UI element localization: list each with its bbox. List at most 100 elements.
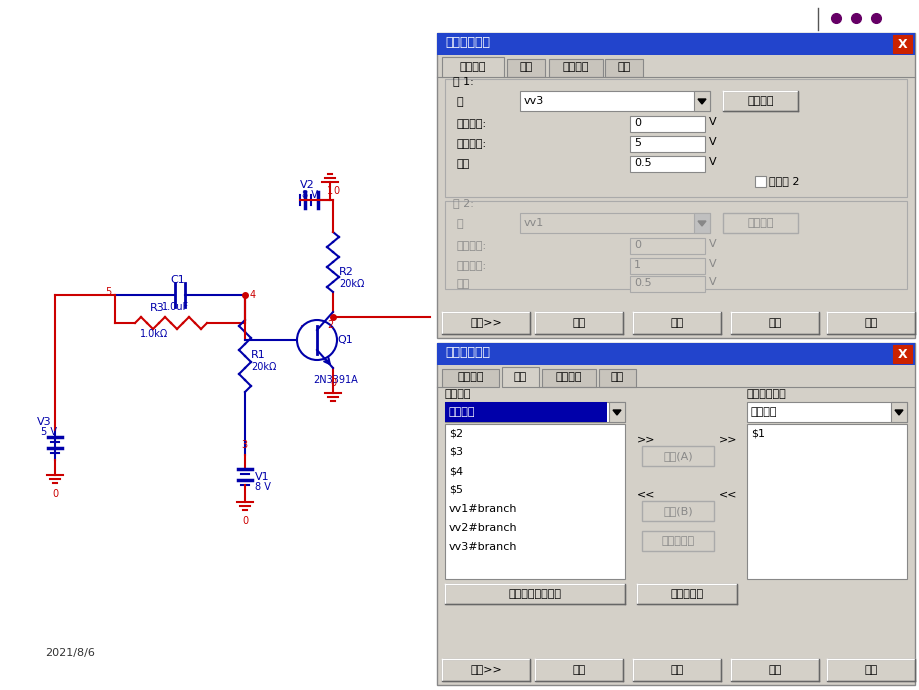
Text: 0: 0 [333,186,339,196]
Text: 0: 0 [330,378,335,388]
Text: 0.5: 0.5 [633,278,651,288]
Bar [441,369,498,387]
Text: 0.5: 0.5 [633,158,651,168]
Text: $4: $4 [448,466,462,476]
Text: >>: >> [719,434,737,444]
Bar [630,238,704,254]
Bar [630,116,704,132]
Text: 0: 0 [633,118,641,128]
Bar [506,59,544,77]
Text: V3: V3 [37,417,51,427]
Bar [641,446,713,466]
Bar [605,59,642,77]
Bar [722,213,797,233]
Text: 源 1:: 源 1: [452,76,473,86]
Text: 直流扫描分析: 直流扫描分析 [445,36,490,49]
Text: $3: $3 [448,447,462,457]
Text: <<: << [719,489,737,499]
Text: 摘要: 摘要 [617,62,630,72]
Text: 20kΩ: 20kΩ [251,362,276,372]
Text: 取消: 取消 [767,665,781,675]
Text: 删除(B): 删除(B) [663,506,692,516]
Text: V1: V1 [255,472,269,482]
Bar [630,258,704,274]
Text: 1: 1 [326,186,333,196]
Text: X: X [897,348,907,360]
Text: 终止数值:: 终止数值: [457,139,486,149]
Text: 3: 3 [241,440,247,450]
Text: 起始数值:: 起始数值: [457,119,486,129]
Bar [641,501,713,521]
Text: R1: R1 [251,350,266,360]
Text: R2: R2 [338,267,354,277]
Text: vv2#branch: vv2#branch [448,523,517,533]
Text: 源: 源 [457,97,463,107]
Text: 1.0uF: 1.0uF [162,302,189,312]
Text: 分析所选变量: 分析所选变量 [746,389,786,399]
Bar [502,367,539,387]
Bar [693,91,709,111]
Text: 直流扫描分析: 直流扫描分析 [445,346,490,359]
Text: 分析选项: 分析选项 [555,372,582,382]
Text: 取消: 取消 [767,318,781,328]
Bar [535,659,622,681]
Text: C1: C1 [170,275,185,285]
Text: 20kΩ: 20kΩ [338,279,364,289]
Bar [519,213,709,233]
Text: 起始数值:: 起始数值: [457,241,486,251]
Polygon shape [612,410,620,415]
Text: vv1#branch: vv1#branch [448,504,517,514]
Bar [445,424,624,579]
Bar [445,402,624,422]
Text: vv3: vv3 [524,96,544,106]
Text: $5: $5 [448,485,462,495]
Text: 分析参数: 分析参数 [460,62,486,72]
Text: 确定: 确定 [670,318,683,328]
Text: 添加(A): 添加(A) [663,451,692,461]
Polygon shape [698,99,705,104]
Text: X: X [897,37,907,50]
Text: 增量: 增量 [457,279,470,289]
Text: $2: $2 [448,428,462,438]
Text: 8 V: 8 V [301,190,318,200]
Bar [549,59,602,77]
Text: vv3#branch: vv3#branch [448,542,517,552]
Text: 输出: 输出 [519,62,532,72]
Bar [441,57,504,77]
Text: 4: 4 [250,290,255,300]
Text: 5: 5 [105,287,111,297]
Polygon shape [698,221,705,226]
Text: 所有变量: 所有变量 [448,407,475,417]
Text: 编辑表达式: 编辑表达式 [661,536,694,546]
Bar [541,369,596,387]
Text: 8 V: 8 V [255,482,270,492]
Bar [445,584,624,604]
Text: V: V [709,259,716,269]
Bar [693,213,709,233]
Bar [535,312,622,334]
Bar [437,343,914,685]
Text: V2: V2 [300,180,314,190]
Bar [892,345,911,363]
Text: 输出: 输出 [514,372,527,382]
Bar [437,343,914,365]
Text: 仿真: 仿真 [572,318,585,328]
Bar [608,402,624,422]
Text: 确定: 确定 [670,665,683,675]
Bar [441,659,529,681]
Text: V: V [709,137,716,147]
Text: 1.0kΩ: 1.0kΩ [140,329,168,339]
Bar [437,33,914,338]
Text: 帮助: 帮助 [864,665,877,675]
Text: 0: 0 [633,240,641,250]
Bar [890,402,906,422]
Text: Q1: Q1 [336,335,352,345]
Text: V: V [709,277,716,287]
Text: 分析选项: 分析选项 [562,62,588,72]
Text: V: V [709,239,716,249]
Bar [826,312,914,334]
Text: 5 V: 5 V [41,427,57,437]
Text: 1: 1 [633,260,641,270]
Bar [826,659,914,681]
Text: 更多>>: 更多>> [470,318,502,328]
